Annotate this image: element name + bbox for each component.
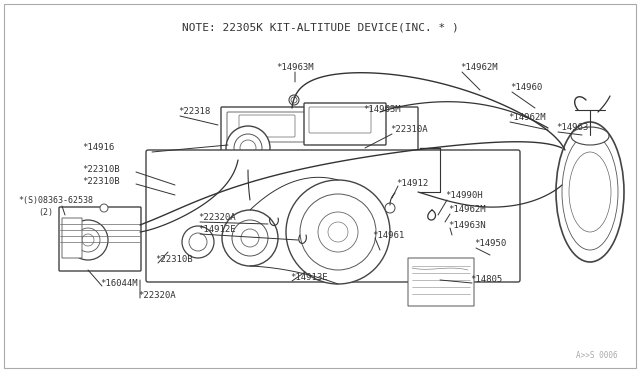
FancyBboxPatch shape <box>59 207 141 271</box>
Text: *22310B: *22310B <box>82 177 120 186</box>
Text: NOTE: 22305K KIT-ALTITUDE DEVICE(INC. * ): NOTE: 22305K KIT-ALTITUDE DEVICE(INC. * … <box>182 23 458 33</box>
FancyBboxPatch shape <box>146 150 520 282</box>
Ellipse shape <box>569 152 611 232</box>
Text: *14963: *14963 <box>556 124 588 132</box>
Ellipse shape <box>571 127 609 145</box>
Circle shape <box>241 229 259 247</box>
FancyBboxPatch shape <box>239 115 295 137</box>
Text: *14960: *14960 <box>510 83 542 93</box>
FancyBboxPatch shape <box>309 107 371 133</box>
Circle shape <box>226 126 270 170</box>
FancyBboxPatch shape <box>408 258 474 306</box>
Circle shape <box>328 222 348 242</box>
Text: *14805: *14805 <box>470 276 502 285</box>
Circle shape <box>286 180 390 284</box>
Text: *14913E: *14913E <box>290 273 328 282</box>
Text: *14950: *14950 <box>474 240 506 248</box>
Circle shape <box>68 220 108 260</box>
Circle shape <box>76 228 100 252</box>
Circle shape <box>318 212 358 252</box>
Circle shape <box>385 203 395 213</box>
Text: *14963N: *14963N <box>448 221 486 230</box>
Circle shape <box>100 204 108 212</box>
Circle shape <box>234 134 262 162</box>
FancyBboxPatch shape <box>304 103 386 145</box>
Text: *22320A: *22320A <box>138 292 175 301</box>
Text: *22320A: *22320A <box>198 214 236 222</box>
Text: *14962M: *14962M <box>448 205 486 215</box>
FancyBboxPatch shape <box>221 107 418 161</box>
Circle shape <box>232 220 268 256</box>
Text: *22318: *22318 <box>178 108 211 116</box>
Text: *14916: *14916 <box>82 144 115 153</box>
Circle shape <box>222 210 278 266</box>
FancyBboxPatch shape <box>62 218 82 258</box>
Text: *14963M: *14963M <box>363 106 401 115</box>
Text: *14912: *14912 <box>396 179 428 187</box>
Text: A>>S 0006: A>>S 0006 <box>577 351 618 360</box>
Circle shape <box>82 234 94 246</box>
Text: *(S)08363-62538: *(S)08363-62538 <box>18 196 93 205</box>
Text: *14912E: *14912E <box>198 225 236 234</box>
Text: *14961: *14961 <box>372 231 404 240</box>
Ellipse shape <box>556 122 624 262</box>
Circle shape <box>300 194 376 270</box>
Circle shape <box>291 97 297 103</box>
Text: *22310B: *22310B <box>82 166 120 174</box>
Text: *16044M: *16044M <box>100 279 138 288</box>
Circle shape <box>182 226 214 258</box>
Text: *14963M: *14963M <box>276 64 314 73</box>
Text: *22310B: *22310B <box>155 256 193 264</box>
Text: *22310A: *22310A <box>390 125 428 135</box>
Circle shape <box>240 140 256 156</box>
Text: *14962M: *14962M <box>508 113 546 122</box>
Circle shape <box>189 233 207 251</box>
Text: *14990H: *14990H <box>445 190 483 199</box>
Text: (2): (2) <box>38 208 53 217</box>
Ellipse shape <box>562 134 618 250</box>
Circle shape <box>289 95 299 105</box>
FancyBboxPatch shape <box>227 112 307 142</box>
Text: *14962M: *14962M <box>460 64 498 73</box>
